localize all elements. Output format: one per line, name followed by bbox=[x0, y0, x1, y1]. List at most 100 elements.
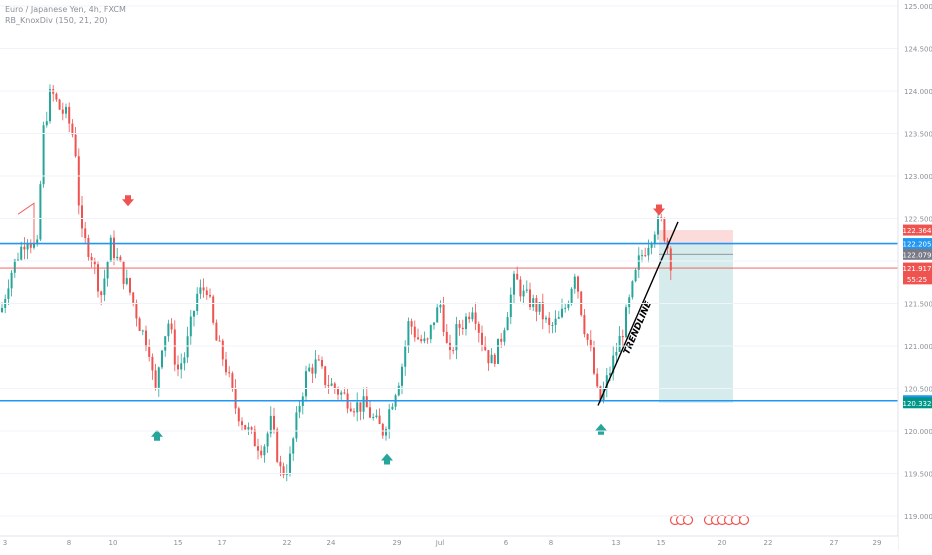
candle-body bbox=[189, 316, 192, 337]
time-tick-label: 13 bbox=[612, 539, 621, 547]
candle-body bbox=[493, 354, 496, 364]
price-tag-bg bbox=[903, 238, 932, 250]
candle-body bbox=[173, 329, 176, 365]
candle-body bbox=[218, 340, 221, 342]
candle-body bbox=[417, 337, 419, 340]
candle-body bbox=[103, 278, 106, 296]
candle-body bbox=[10, 272, 13, 289]
candle-body bbox=[500, 338, 503, 342]
candle-body bbox=[298, 406, 301, 413]
candle-body bbox=[647, 247, 650, 256]
candle-body bbox=[573, 276, 576, 289]
buy-arrow-icon bbox=[595, 423, 607, 435]
candle-body bbox=[445, 331, 448, 343]
event-flag-icon[interactable] bbox=[682, 514, 694, 526]
price-tag-label: 122.205 bbox=[903, 241, 932, 249]
candle-body bbox=[522, 290, 525, 297]
candle-body bbox=[538, 302, 541, 312]
level-lines[interactable] bbox=[0, 242, 898, 402]
candle-body bbox=[29, 243, 32, 248]
candle-body bbox=[183, 357, 186, 364]
candle-body bbox=[423, 338, 426, 342]
candle-body bbox=[660, 217, 663, 219]
price-tag-label: 122.079 bbox=[903, 251, 932, 259]
price-tick-label: 120.500 bbox=[904, 386, 932, 394]
candle-body bbox=[314, 359, 317, 374]
candle-body bbox=[90, 256, 93, 261]
drawn-segment bbox=[17, 202, 35, 244]
candle-body bbox=[170, 323, 173, 330]
price-tag-bg bbox=[903, 224, 932, 236]
candle-body bbox=[55, 93, 58, 100]
candle-body bbox=[145, 330, 147, 347]
candle-body bbox=[273, 415, 275, 430]
buy-arrow-icon bbox=[381, 453, 393, 465]
candle-body bbox=[615, 351, 618, 356]
candle-body bbox=[68, 106, 71, 124]
event-flag-icon[interactable] bbox=[738, 514, 750, 526]
candle-body bbox=[593, 347, 595, 374]
candle-body bbox=[420, 339, 423, 342]
candle-body bbox=[657, 217, 659, 235]
candle-body bbox=[410, 321, 413, 327]
candle-body bbox=[388, 409, 391, 430]
candle-body bbox=[487, 350, 490, 364]
trendline[interactable] bbox=[597, 221, 679, 406]
price-tick-label: 125.000 bbox=[904, 3, 932, 11]
candle-body bbox=[231, 373, 234, 389]
candle-body bbox=[397, 385, 400, 396]
price-tick-label: 124.000 bbox=[904, 88, 932, 96]
candle-body bbox=[474, 312, 477, 324]
candle-body bbox=[631, 281, 634, 298]
candle-body bbox=[225, 359, 227, 373]
candle-body bbox=[164, 336, 167, 351]
candle-body bbox=[17, 259, 19, 261]
candle-body bbox=[305, 371, 307, 397]
candle-body bbox=[81, 205, 83, 229]
candle-body bbox=[327, 384, 330, 386]
candle-body bbox=[244, 425, 247, 430]
candle-body bbox=[269, 415, 272, 434]
symbol-title[interactable]: Euro / Japanese Yen, 4h, FXCM bbox=[5, 5, 126, 14]
price-tag-bg bbox=[903, 273, 932, 285]
candle-body bbox=[509, 294, 512, 318]
candle-body bbox=[266, 433, 269, 447]
candle-body bbox=[100, 291, 103, 296]
time-tick-label: 27 bbox=[830, 539, 839, 547]
candle-body bbox=[26, 243, 29, 250]
price-tag-bg bbox=[903, 397, 932, 409]
time-tick-label: Jul bbox=[435, 539, 445, 547]
candle-body bbox=[602, 388, 605, 402]
candle-body bbox=[378, 415, 381, 424]
candle-body bbox=[628, 297, 631, 308]
stop-loss-zone[interactable] bbox=[659, 230, 733, 244]
candle-body bbox=[23, 246, 26, 250]
buy-arrow-icon bbox=[151, 429, 163, 441]
price-tag-label: 121.917 bbox=[903, 265, 932, 273]
candle-body bbox=[481, 332, 483, 345]
candle-body bbox=[391, 406, 394, 410]
candle-body bbox=[61, 109, 64, 114]
candle-body bbox=[564, 307, 567, 309]
candle-body bbox=[375, 415, 378, 417]
candle-body bbox=[340, 392, 343, 395]
event-markers[interactable] bbox=[669, 514, 750, 526]
indicator-title[interactable]: RB_KnoxDiv (150, 21, 20) bbox=[5, 16, 108, 25]
candle-body bbox=[609, 373, 611, 376]
candle-body bbox=[365, 396, 368, 408]
candle-body bbox=[212, 296, 215, 323]
candle-body bbox=[250, 427, 253, 430]
candle-body bbox=[349, 408, 352, 412]
candle-body bbox=[289, 453, 291, 474]
candle-body bbox=[442, 304, 445, 332]
candle-body bbox=[343, 392, 346, 394]
candle-body bbox=[599, 386, 602, 402]
time-axis-bg bbox=[0, 536, 898, 550]
candle-body bbox=[241, 421, 243, 426]
candle-body bbox=[570, 288, 573, 305]
candle-body bbox=[209, 295, 211, 297]
candle-body bbox=[407, 321, 410, 346]
time-tick-label: 17 bbox=[218, 539, 227, 547]
price-tick-label: 123.000 bbox=[904, 173, 932, 181]
